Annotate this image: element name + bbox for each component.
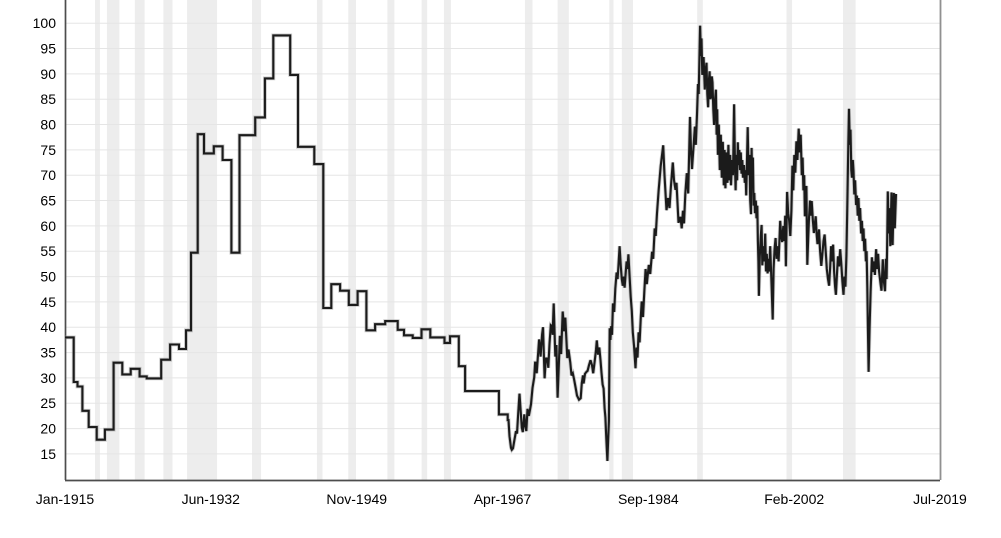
svg-text:50: 50 [40,269,56,285]
svg-text:25: 25 [40,395,56,411]
svg-text:Apr-1967: Apr-1967 [474,491,532,507]
svg-text:65: 65 [40,193,56,209]
svg-text:Feb-2002: Feb-2002 [764,491,824,507]
svg-text:30: 30 [40,370,56,386]
svg-text:95: 95 [40,41,56,57]
svg-text:Nov-1949: Nov-1949 [326,491,387,507]
svg-text:40: 40 [40,319,56,335]
svg-text:85: 85 [40,91,56,107]
svg-text:45: 45 [40,294,56,310]
svg-text:55: 55 [40,243,56,259]
svg-text:70: 70 [40,167,56,183]
svg-text:60: 60 [40,218,56,234]
svg-text:Jul-2019: Jul-2019 [913,491,967,507]
svg-text:15: 15 [40,446,56,462]
svg-text:80: 80 [40,117,56,133]
svg-text:Sep-1984: Sep-1984 [618,491,679,507]
svg-text:90: 90 [40,66,56,82]
svg-text:Jan-1915: Jan-1915 [36,491,95,507]
svg-text:20: 20 [40,421,56,437]
svg-text:75: 75 [40,142,56,158]
svg-text:100: 100 [33,15,57,31]
svg-text:Jun-1932: Jun-1932 [182,491,241,507]
svg-text:35: 35 [40,345,56,361]
